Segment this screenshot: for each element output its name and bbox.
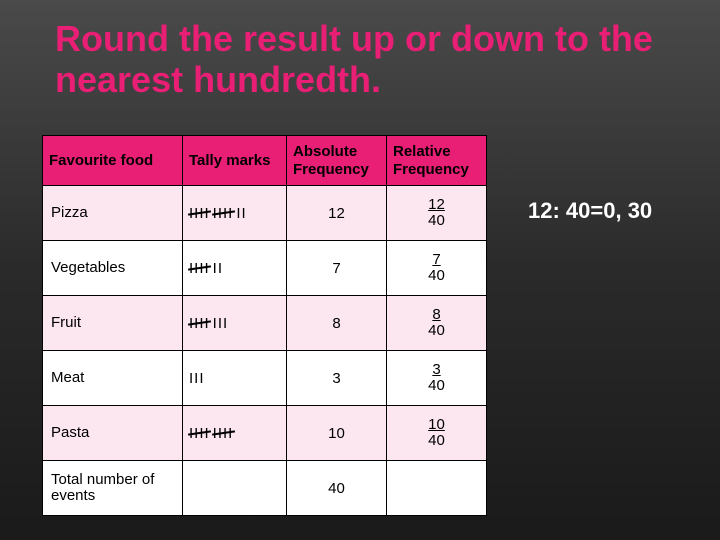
tally-cell: IIIIIII (183, 296, 287, 351)
absolute-frequency: 7 (287, 241, 387, 296)
total-relative (387, 461, 487, 516)
frequency-table: Favourite food Tally marks Absolute Freq… (42, 135, 487, 516)
food-label: Pizza (43, 186, 183, 241)
relative-frequency: 740 (387, 241, 487, 296)
tally-cell: IIIIIIIIII (183, 186, 287, 241)
total-tally (183, 461, 287, 516)
table-row: PastaIIIIIIII101040 (43, 406, 487, 461)
total-row: Total number of events 40 (43, 461, 487, 516)
total-label: Total number of events (43, 461, 183, 516)
tally-cell: III (183, 351, 287, 406)
food-label: Vegetables (43, 241, 183, 296)
table-row: MeatIII3340 (43, 351, 487, 406)
page-title: Round the result up or down to the neare… (0, 0, 720, 111)
food-label: Pasta (43, 406, 183, 461)
col-header-food: Favourite food (43, 136, 183, 186)
food-label: Fruit (43, 296, 183, 351)
table-row: PizzaIIIIIIIIII121240 (43, 186, 487, 241)
relative-frequency: 840 (387, 296, 487, 351)
absolute-frequency: 10 (287, 406, 387, 461)
side-annotation: 12: 40=0, 30 (528, 198, 652, 224)
food-label: Meat (43, 351, 183, 406)
tally-cell: IIIIII (183, 241, 287, 296)
relative-frequency: 340 (387, 351, 487, 406)
absolute-frequency: 3 (287, 351, 387, 406)
relative-frequency: 1040 (387, 406, 487, 461)
col-header-tally: Tally marks (183, 136, 287, 186)
table-row: VegetablesIIIIII7740 (43, 241, 487, 296)
total-absolute: 40 (287, 461, 387, 516)
tally-cell: IIIIIIII (183, 406, 287, 461)
relative-frequency: 1240 (387, 186, 487, 241)
table-row: FruitIIIIIII8840 (43, 296, 487, 351)
col-header-absolute: Absolute Frequency (287, 136, 387, 186)
absolute-frequency: 8 (287, 296, 387, 351)
col-header-relative: Relative Frequency (387, 136, 487, 186)
absolute-frequency: 12 (287, 186, 387, 241)
